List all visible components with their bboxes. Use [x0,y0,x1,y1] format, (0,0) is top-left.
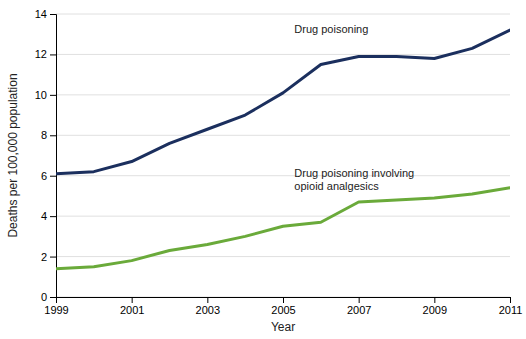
tick-mark [207,297,208,303]
tick-label: 4 [41,210,47,222]
grid-line [56,256,510,257]
tick: 2001 [120,297,144,316]
tick-label: 2005 [271,304,295,316]
tick-label: 2007 [347,304,371,316]
grid-line [56,175,510,176]
tick-mark [359,297,360,303]
tick: 6 [41,170,56,182]
tick: 14 [35,8,56,20]
tick-mark [50,257,56,258]
tick: 2 [41,251,56,263]
axis-domain [50,15,57,298]
grid-line [56,135,510,136]
tick-label: 2003 [196,304,220,316]
tick-mark [50,135,56,136]
tick-label: 14 [35,8,47,20]
annotations: Drug poisoning Drug poisoning involvingop… [294,23,414,191]
tick-mark [50,176,56,177]
annotation-line: Drug poisoning [294,23,368,35]
tick-mark [510,297,511,303]
annotation: Drug poisoning [294,23,368,35]
annotation-line: opioid analgesics [294,180,379,192]
x-axis: 1999 2001 2003 2005 2007 2009 2011 [44,297,522,316]
tick: 4 [41,210,56,222]
tick-mark [50,297,56,298]
tick-label: 8 [41,129,47,141]
line-series [56,188,510,269]
tick-mark [50,216,56,217]
tick: 0 [41,291,56,303]
grid-line [56,216,510,217]
tick-mark [132,297,133,303]
tick-label: 0 [41,291,47,303]
tick: 2003 [196,297,220,316]
tick: 2009 [423,297,447,316]
tick-label: 6 [41,170,47,182]
tick-mark [50,14,56,15]
grid [56,14,510,297]
tick: 2007 [347,297,371,316]
tick: 12 [35,48,56,60]
line-series [56,30,510,174]
tick-label: 2 [41,251,47,263]
tick-mark [50,54,56,55]
annotation-line: Drug poisoning involving [294,167,414,179]
x-axis-title: Year [271,320,295,334]
tick-mark [283,297,284,303]
tick-mark [434,297,435,303]
tick-label: 10 [35,89,47,101]
annotation: Drug poisoning involvingopioid analgesic… [294,167,414,192]
tick-label: 2011 [499,304,523,316]
tick: 1999 [44,297,68,316]
tick: 10 [35,89,56,101]
tick-label: 2009 [423,304,447,316]
chart: 1999 2001 2003 2005 2007 2009 2011 0 2 4 6 8 10 12 14 D… [0,0,526,339]
tick-label: 1999 [44,304,68,316]
tick-label: 12 [35,48,47,60]
grid-line [56,54,510,55]
grid-line [56,14,510,15]
y-axis: 0 2 4 6 8 10 12 14 [35,8,57,303]
tick: 2005 [271,297,295,316]
plot-area: 1999 2001 2003 2005 2007 2009 2011 0 2 4 6 8 10 12 14 D… [35,8,523,316]
y-axis-title: Deaths per 100,000 population [6,73,20,237]
lines [56,30,510,269]
axis-domain [57,298,511,304]
tick: 8 [41,129,56,141]
tick-mark [50,95,56,96]
tick-label: 2001 [120,304,144,316]
tick: 2011 [499,297,523,316]
